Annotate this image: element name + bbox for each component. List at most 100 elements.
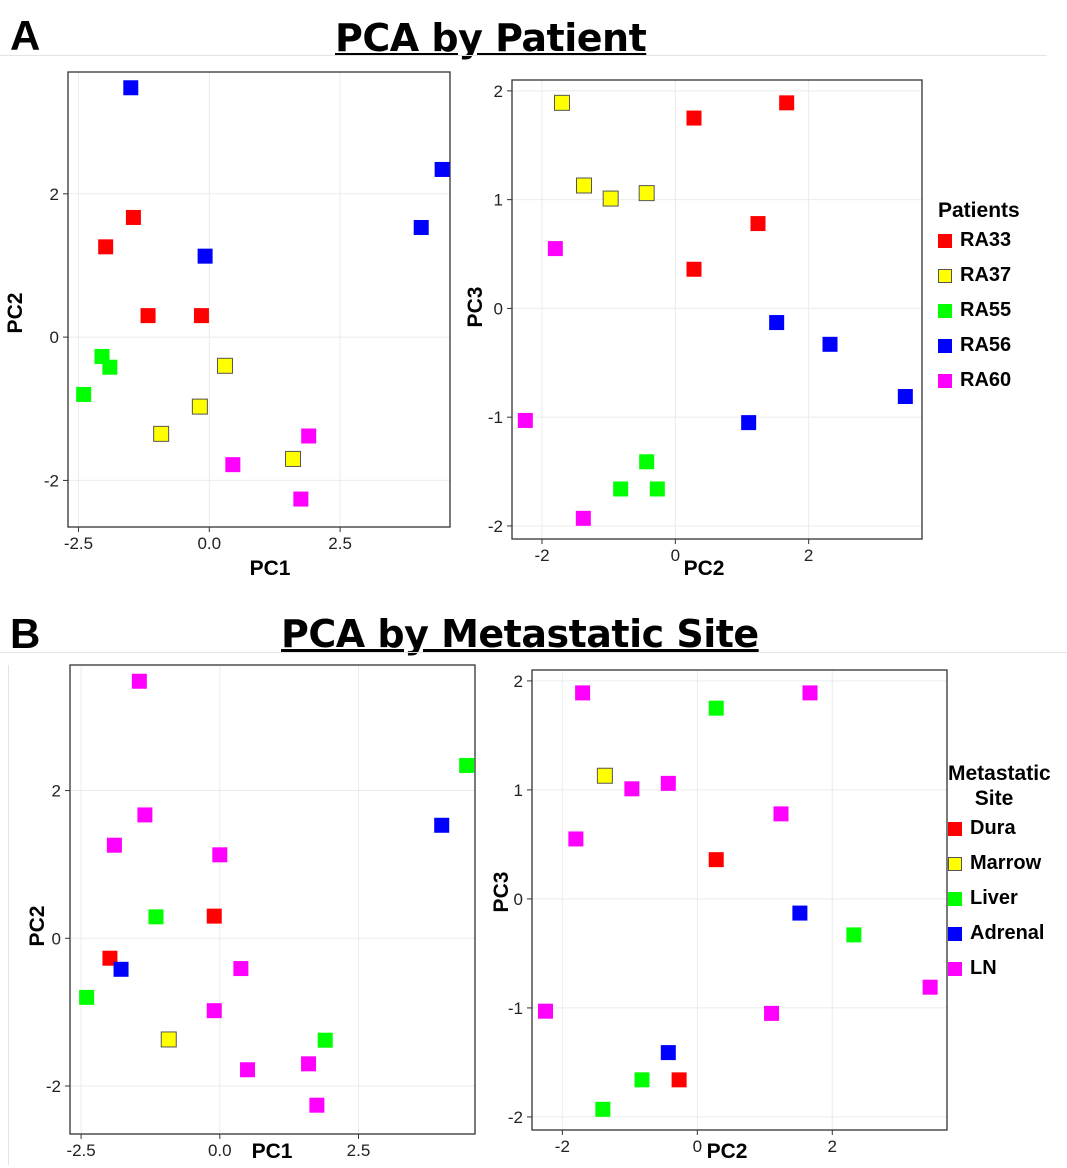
frame-line-b (8, 665, 9, 1165)
data-point-ra33 (125, 209, 141, 225)
legend-item: RA56 (938, 328, 1020, 363)
scatter-plot-b-pc2-pc3: -2 0 2 -2 -1 0 1 2 PC2 PC3 (490, 669, 948, 1163)
y-tick-label: 0 (52, 929, 61, 948)
data-point-liver (459, 757, 475, 773)
data-point-ln (206, 1003, 222, 1019)
legend-item: RA60 (938, 363, 1020, 398)
data-point-ra37 (191, 398, 208, 415)
data-point-ra37 (554, 94, 570, 111)
data-point-ln (233, 961, 249, 977)
data-point-ra37 (602, 190, 619, 207)
data-point-ra37 (285, 450, 302, 467)
data-point-ra60 (547, 241, 563, 257)
data-point-ra56 (434, 161, 450, 177)
legend-label: Adrenal (970, 922, 1045, 944)
data-point-ln (624, 781, 640, 797)
y-tick-label: -1 (488, 408, 503, 427)
data-point-marrow (596, 767, 613, 784)
plot-frame (69, 664, 476, 1135)
legend-item: Liver (948, 881, 1044, 916)
x-tick-label: -2.5 (66, 1141, 95, 1160)
data-point-ra56 (897, 389, 913, 405)
data-point-ra55 (102, 359, 118, 375)
data-point-ra37 (638, 185, 655, 202)
panel-letter-a: A (10, 12, 41, 59)
data-point-ln (131, 673, 147, 689)
data-point-liver (634, 1072, 650, 1088)
legend-metastatic-site: Metastatic Site Dura Marrow Liver Adrena… (948, 761, 1051, 986)
scatter-plot-a-pc2-pc3: -2 0 2 -2 -1 0 1 2 PC2 PC3 (464, 79, 923, 580)
y-tick-label: -2 (46, 1077, 61, 1096)
data-point-ra60 (517, 412, 533, 428)
legend-label: RA37 (960, 264, 1012, 286)
legend-label: Marrow (970, 852, 1042, 874)
data-point-liver (317, 1032, 333, 1048)
data-point-dura (671, 1072, 687, 1088)
data-point-ln (660, 775, 676, 791)
data-point-ra55 (76, 386, 92, 402)
panel-title-b: PCA by Metastatic Site (281, 612, 759, 656)
data-point-adrenal (434, 817, 450, 833)
x-tick-label: 2.5 (328, 534, 352, 553)
x-axis-title: PC1 (250, 557, 291, 580)
x-tick-label: 0.0 (197, 534, 221, 553)
y-tick-label: 0 (50, 328, 59, 347)
x-tick-label: 0 (671, 546, 680, 565)
legend-key (948, 891, 962, 906)
y-axis-title: PC3 (490, 872, 513, 913)
scatter-plot-a-pc1-pc2: -2.5 0.0 2.5 -2 0 2 PC1 PC2 (4, 71, 451, 580)
legend-item: Marrow (948, 846, 1044, 881)
data-point-ln (764, 1005, 780, 1021)
data-point-ra33 (98, 239, 114, 255)
y-tick-label: 2 (514, 672, 523, 691)
legend-key (948, 961, 962, 976)
data-point-liver (708, 700, 724, 716)
data-point-ln (106, 837, 122, 853)
data-point-ln (773, 806, 789, 822)
data-point-ra60 (293, 491, 309, 507)
data-point-ln (922, 979, 938, 995)
data-point-ln (212, 847, 228, 863)
x-tick-label: 0.0 (208, 1141, 232, 1160)
y-tick-label: -1 (508, 999, 523, 1018)
data-point-ra56 (822, 336, 838, 352)
data-point-ra56 (769, 315, 785, 331)
legend-item: RA33 (938, 223, 1020, 258)
data-point-ln (240, 1062, 256, 1078)
legend-item: Dura (948, 811, 1044, 846)
legend-label: RA60 (960, 369, 1012, 391)
legend-label: LN (970, 957, 997, 979)
legend-key (938, 303, 952, 318)
y-tick-label: 0 (514, 890, 523, 909)
data-point-ra56 (197, 248, 213, 264)
data-point-ra55 (613, 481, 629, 497)
y-tick-label: -2 (488, 517, 503, 536)
legend-title: Metastatic Site (948, 762, 1051, 810)
legend-key (938, 268, 952, 283)
x-tick-label: 2 (804, 546, 813, 565)
data-point-ln (575, 685, 591, 701)
legend-key (938, 338, 952, 353)
data-point-ln (568, 831, 584, 847)
legend-key (948, 926, 962, 941)
legend-key (938, 373, 952, 388)
data-point-liver (148, 909, 164, 925)
data-point-ra33 (779, 95, 795, 111)
legend-key (948, 821, 962, 836)
legend-key (948, 856, 962, 871)
y-tick-label: 1 (494, 191, 503, 210)
data-point-ra37 (216, 357, 233, 374)
data-point-ln (537, 1003, 553, 1019)
y-axis-title: PC2 (26, 906, 49, 947)
data-point-adrenal (113, 961, 129, 977)
x-axis-title: PC2 (684, 557, 725, 580)
y-axis-title: PC3 (464, 287, 487, 328)
y-tick-label: 2 (494, 82, 503, 101)
data-point-ra56 (123, 80, 139, 96)
divider-b (0, 652, 1067, 653)
legend-item: LN (948, 951, 1044, 986)
y-axis-title: PC2 (4, 293, 27, 334)
legend-label: Dura (970, 817, 1016, 839)
y-tick-label: -2 (508, 1108, 523, 1127)
legend-patients: Patients RA33 RA37 RA55 RA56 RA60 (938, 198, 1020, 398)
